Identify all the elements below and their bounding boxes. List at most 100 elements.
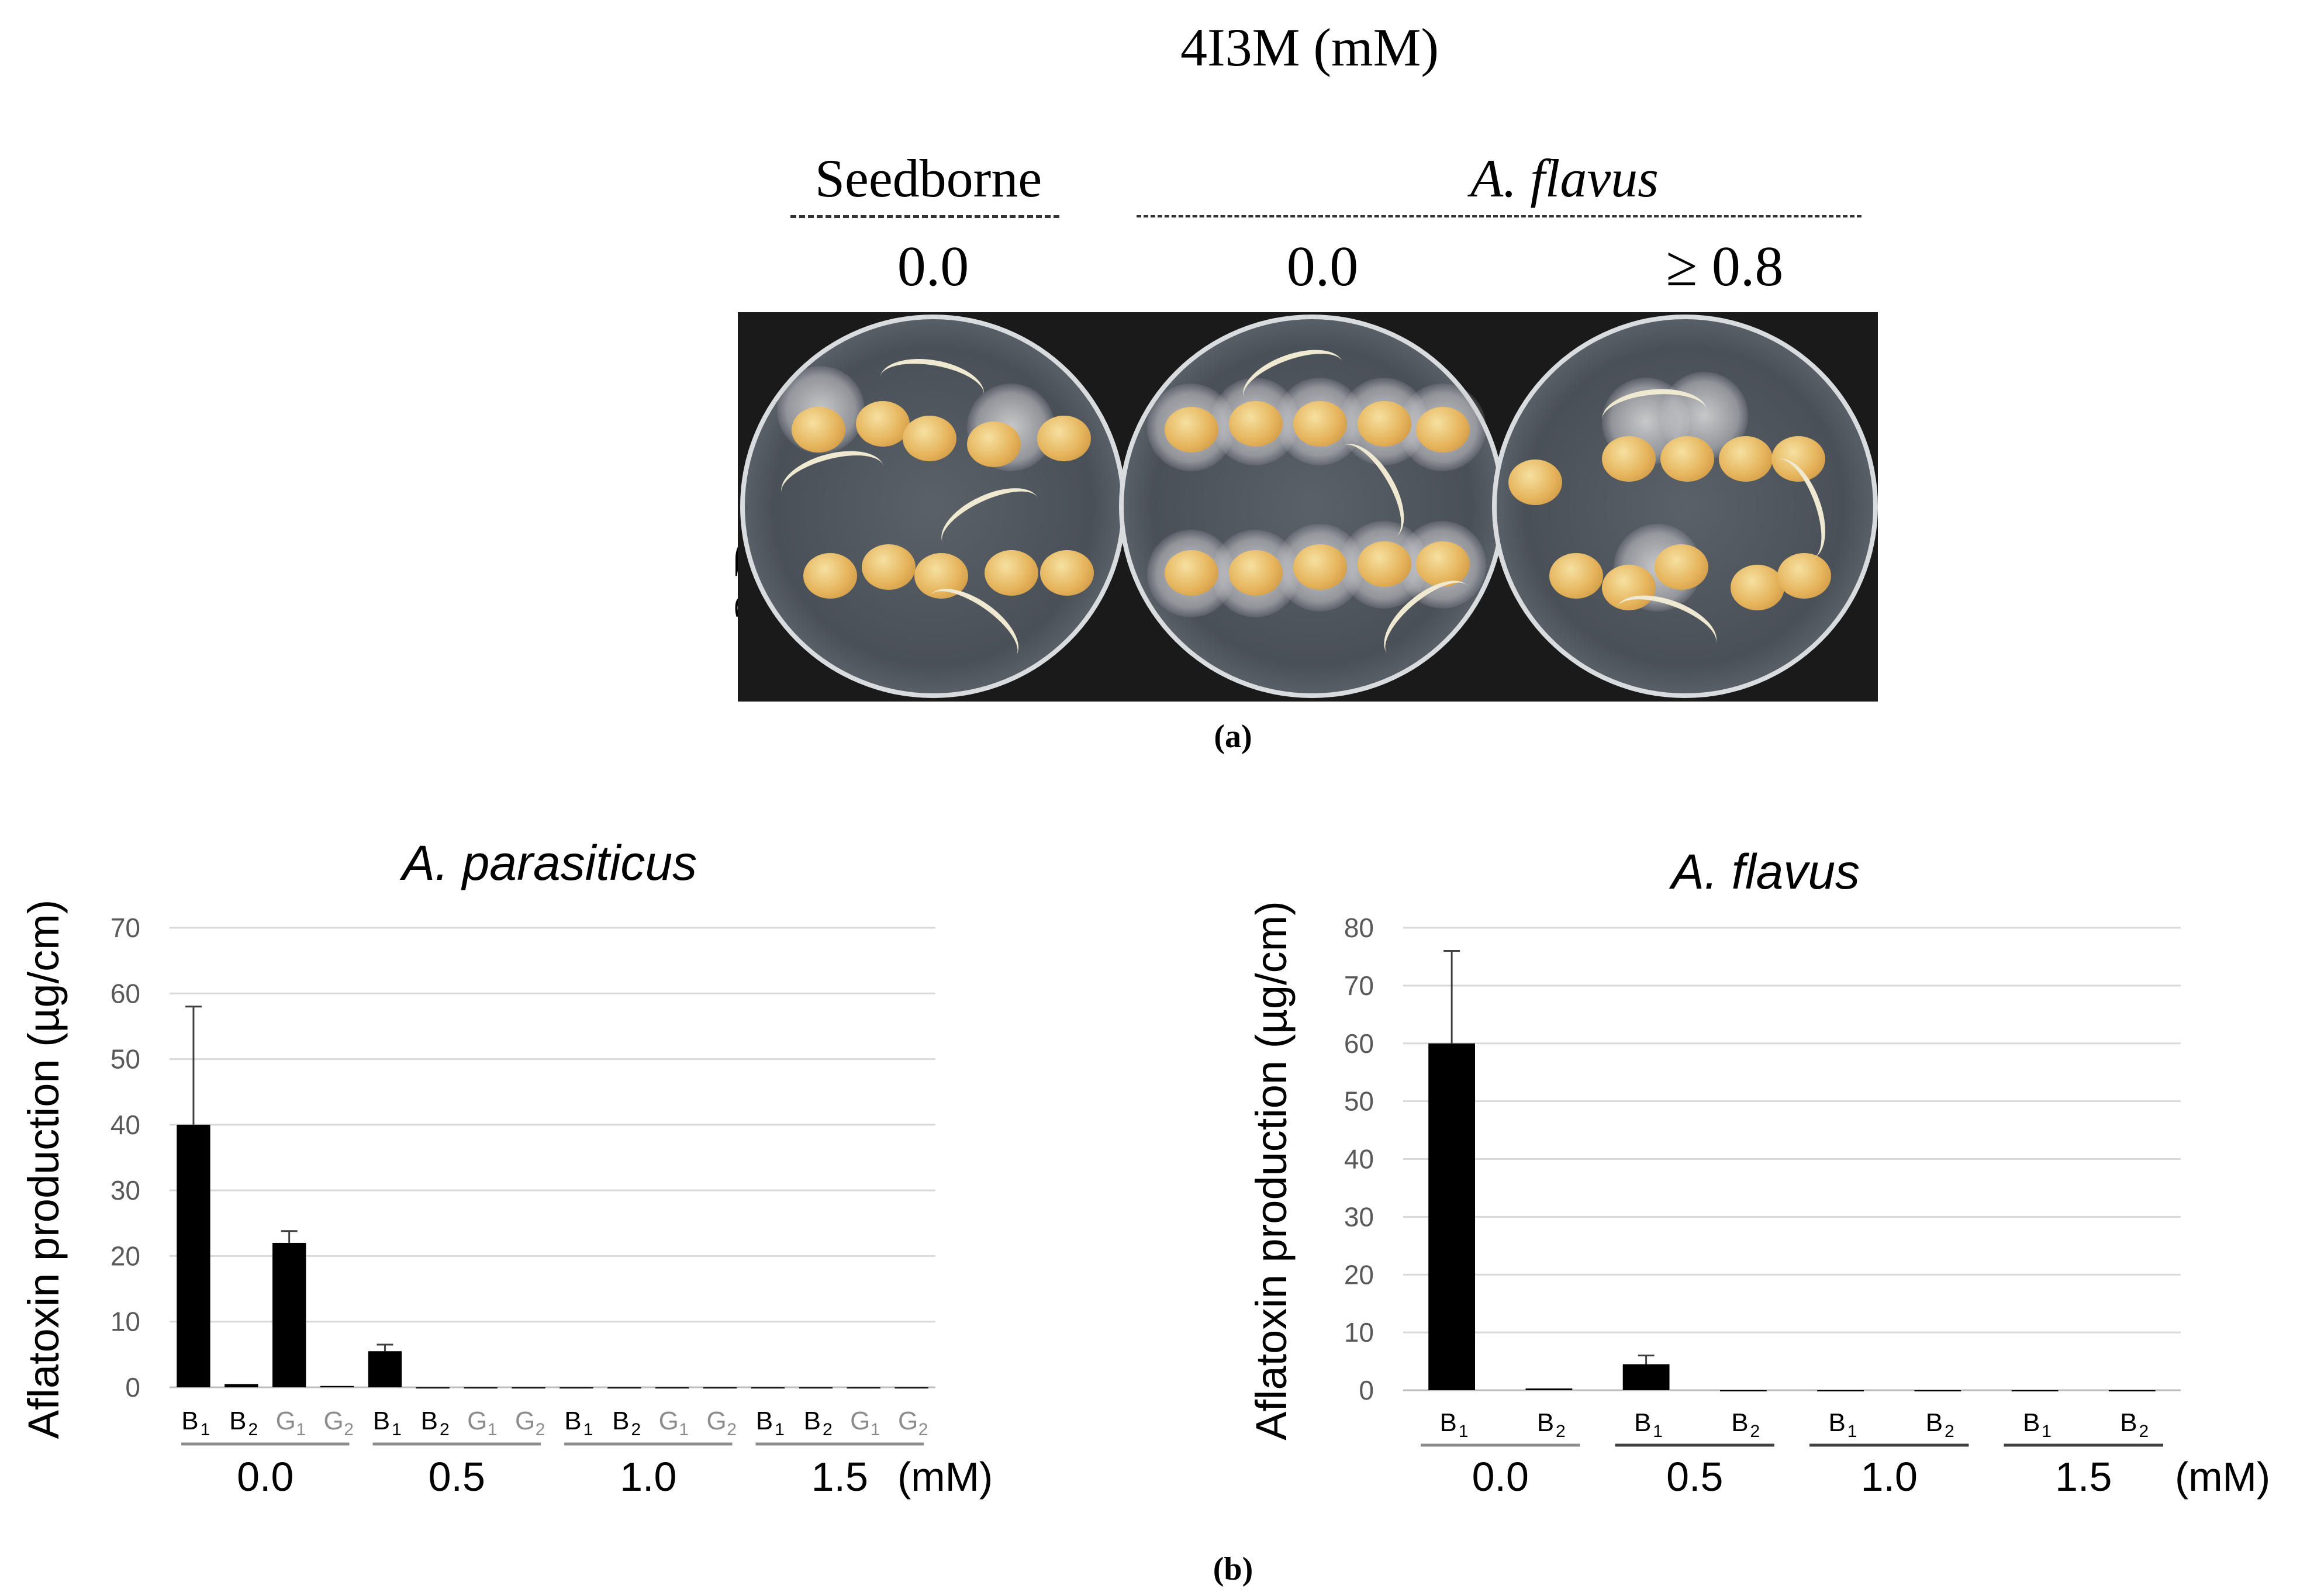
- petri-dish-photo: [738, 312, 1878, 702]
- panel-b-caption: (b): [1213, 1551, 1253, 1587]
- conc-label-flavus-control: 0.0: [1286, 235, 1359, 298]
- seed: [1719, 436, 1773, 482]
- seed: [1602, 565, 1656, 610]
- group-divider-flavus: [1137, 215, 1862, 217]
- seed: [856, 401, 910, 447]
- y-tick-label: 50: [110, 1044, 140, 1075]
- y-tick-label: 0: [1359, 1375, 1374, 1405]
- category-label: G: [276, 1407, 296, 1435]
- category-label: B: [373, 1407, 390, 1435]
- category-label-subscript: 1: [679, 1420, 689, 1439]
- category-label: B: [1926, 1408, 1943, 1437]
- seed: [1358, 401, 1411, 447]
- bar: [368, 1351, 402, 1387]
- seed: [1771, 436, 1825, 482]
- group-divider-seedborne: [790, 215, 1059, 218]
- x-unit-label: (mM): [897, 1454, 993, 1500]
- bar: [655, 1387, 689, 1388]
- seed: [903, 416, 956, 461]
- y-tick-label: 80: [1344, 913, 1374, 943]
- seed: [1777, 553, 1831, 599]
- bar: [416, 1387, 450, 1388]
- y-tick-label: 70: [1344, 970, 1374, 1001]
- y-tick-label: 50: [1344, 1086, 1374, 1117]
- category-label: G: [659, 1407, 679, 1435]
- y-tick-label: 40: [1344, 1144, 1374, 1174]
- bar: [560, 1387, 593, 1388]
- category-label-subscript: 2: [631, 1420, 641, 1439]
- group-label: 0.5: [1666, 1454, 1723, 1500]
- y-tick-label: 30: [110, 1175, 140, 1205]
- category-label-subscript: 2: [823, 1420, 833, 1439]
- category-label: G: [706, 1407, 726, 1435]
- seed: [1293, 401, 1347, 447]
- category-label: G: [323, 1407, 343, 1435]
- category-label-subscript: 1: [488, 1420, 498, 1439]
- category-label-subscript: 2: [1556, 1422, 1566, 1441]
- seed: [1602, 436, 1656, 482]
- seed: [1040, 550, 1094, 596]
- seed: [1229, 550, 1283, 596]
- bar: [272, 1242, 306, 1387]
- category-label: B: [2120, 1408, 2137, 1437]
- y-tick-label: 10: [110, 1307, 140, 1337]
- category-label: B: [804, 1407, 821, 1435]
- group-label: 0.0: [1472, 1454, 1529, 1500]
- chart-title: A. parasiticus: [399, 835, 697, 890]
- category-label: B: [1439, 1408, 1456, 1437]
- category-label: B: [1634, 1408, 1651, 1437]
- seed: [803, 553, 857, 599]
- bar: [703, 1387, 737, 1388]
- bar: [2011, 1390, 2059, 1391]
- bar: [1719, 1390, 1767, 1391]
- y-tick-label: 60: [110, 978, 140, 1008]
- category-label-subscript: 2: [918, 1420, 928, 1439]
- category-label-subscript: 1: [1847, 1422, 1857, 1441]
- y-tick-label: 70: [110, 913, 140, 943]
- conc-label-flavus-treated: ≥ 0.8: [1666, 235, 1784, 298]
- seed: [1037, 416, 1091, 461]
- category-label-subscript: 2: [1750, 1422, 1760, 1441]
- category-label-subscript: 1: [583, 1420, 593, 1439]
- category-label-subscript: 1: [201, 1420, 210, 1439]
- category-label: B: [181, 1407, 198, 1435]
- panel-a-caption: (a): [1214, 718, 1252, 755]
- group-label-flavus: A. flavus: [1470, 148, 1659, 208]
- y-tick-label: 40: [110, 1110, 140, 1140]
- seed: [967, 422, 1021, 467]
- bar: [320, 1386, 354, 1387]
- category-label-subscript: 2: [1945, 1422, 1954, 1441]
- category-label: B: [1537, 1408, 1554, 1437]
- seed: [1165, 550, 1218, 596]
- bar: [512, 1387, 545, 1388]
- y-axis-label: Aflatoxin production (µg/cm): [19, 900, 68, 1439]
- y-tick-label: 60: [1344, 1028, 1374, 1059]
- category-label: B: [2023, 1408, 2040, 1437]
- category-label: G: [898, 1407, 918, 1435]
- petri-dish-seedborne: [740, 315, 1126, 698]
- bar: [1817, 1390, 1864, 1391]
- category-label-subscript: 2: [440, 1420, 450, 1439]
- seed: [1293, 544, 1347, 590]
- category-label: B: [1731, 1408, 1748, 1437]
- seed: [1229, 401, 1283, 447]
- seed: [1165, 407, 1218, 452]
- seed: [1655, 544, 1708, 590]
- y-tick-label: 0: [125, 1372, 140, 1402]
- category-label-subscript: 2: [248, 1420, 258, 1439]
- bar: [847, 1387, 880, 1388]
- chart-parasiticus: A. parasiticus Aflatoxin production (µg/c…: [19, 835, 993, 1500]
- bar: [607, 1387, 641, 1388]
- category-label-subscript: 1: [2042, 1422, 2052, 1441]
- bar: [751, 1387, 785, 1388]
- category-label: B: [612, 1407, 629, 1435]
- category-label: B: [1828, 1408, 1845, 1437]
- y-tick-label: 30: [1344, 1201, 1374, 1232]
- category-label-subscript: 1: [392, 1420, 402, 1439]
- bar: [1622, 1364, 1670, 1390]
- category-label-subscript: 1: [871, 1420, 880, 1439]
- y-axis-label: Aflatoxin production (µg/cm): [1247, 901, 1296, 1440]
- category-label-subscript: 1: [296, 1420, 306, 1439]
- y-tick-label: 20: [1344, 1259, 1374, 1290]
